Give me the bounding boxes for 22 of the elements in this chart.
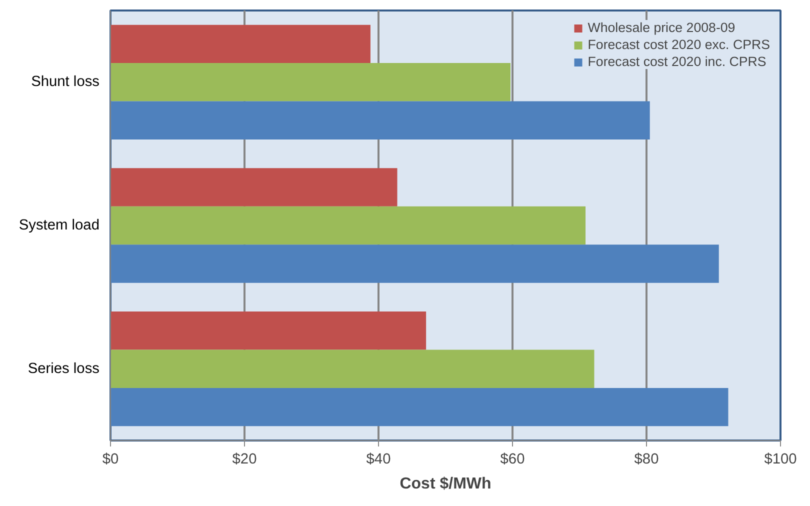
bar xyxy=(110,24,370,64)
y-tick-label: System load xyxy=(18,218,100,234)
bar xyxy=(110,350,594,388)
bar xyxy=(110,168,398,206)
legend-label: Forecast cost 2020 inc. CPRS xyxy=(588,54,766,69)
legend-label: Wholesale price 2008-09 xyxy=(588,20,736,35)
legend-label: Forecast cost 2020 exc. CPRS xyxy=(588,37,770,52)
x-axis-title: Cost $/MWh xyxy=(400,476,492,492)
x-tick-label: $20 xyxy=(232,452,257,468)
x-tick-label: $40 xyxy=(366,452,391,468)
bar xyxy=(110,206,586,245)
y-tick-label: Shunt loss xyxy=(31,74,100,90)
x-tick-label: $0 xyxy=(102,452,119,468)
x-tick-label: $60 xyxy=(500,452,525,468)
bar xyxy=(110,244,719,283)
x-tick-label: $80 xyxy=(634,452,659,468)
y-tick-label: Series loss xyxy=(28,360,100,377)
bar xyxy=(110,101,650,140)
bar xyxy=(110,312,426,350)
bar xyxy=(110,63,510,102)
bar xyxy=(110,388,728,426)
x-tick-label: $100 xyxy=(764,452,797,468)
